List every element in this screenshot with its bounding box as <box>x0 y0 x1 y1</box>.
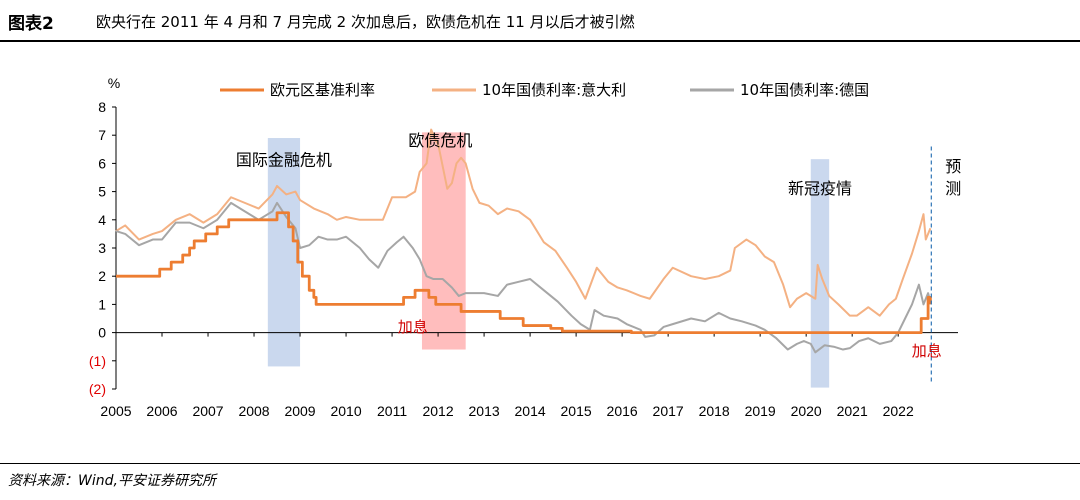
source-note: 资料来源：Wind,平安证券研究所 <box>8 473 216 489</box>
x-tick-label: 2010 <box>330 403 361 419</box>
x-tick-label: 2020 <box>791 403 822 419</box>
y-tick-label: 1 <box>98 296 106 312</box>
x-tick-label: 2008 <box>238 403 269 419</box>
y-tick-label: 0 <box>98 325 106 341</box>
x-tick-label: 2009 <box>284 403 315 419</box>
forecast-label: 测 <box>945 179 961 198</box>
legend: 欧元区基准利率 10年国债利率:意大利 10年国债利率:德国 <box>220 81 869 99</box>
annotation-4: 加息 <box>912 342 942 360</box>
x-tick-label: 2018 <box>699 403 730 419</box>
annotation-3: 加息 <box>398 318 428 336</box>
highlight-bands <box>267 132 830 388</box>
x-tick-label: 2019 <box>745 403 776 419</box>
x-tick-label: 2007 <box>192 403 223 419</box>
y-tick-label: 4 <box>98 212 106 228</box>
x-tick-label: 2022 <box>883 403 914 419</box>
x-tick-label: 2012 <box>422 403 453 419</box>
x-tick-label: 2014 <box>515 403 546 419</box>
y-axis: (2) (1) 0 1 2 3 4 5 6 7 8% <box>89 75 120 397</box>
y-tick-label: 8 <box>98 99 106 115</box>
x-tick-label: 2006 <box>146 403 177 419</box>
footer-rule <box>0 463 1080 464</box>
x-tick-label: 2011 <box>377 403 407 419</box>
legend-label-1: 10年国债利率:意大利 <box>482 81 626 99</box>
forecast-label: 预 <box>945 157 961 176</box>
y-tick-label: (2) <box>89 381 106 397</box>
legend-label-0: 欧元区基准利率 <box>270 81 375 99</box>
annotation-2: 新冠疫情 <box>788 179 852 198</box>
y-tick-label: 6 <box>98 155 106 171</box>
y-unit-label: % <box>108 75 120 91</box>
chart-header: 图表2 欧央行在 2011 年 4 月和 7 月完成 2 次加息后，欧债危机在 … <box>0 0 1080 40</box>
y-tick-label: 3 <box>98 240 106 256</box>
y-tick-label: (1) <box>89 353 106 369</box>
annotation-1: 欧债危机 <box>408 131 472 150</box>
line-chart: (2) (1) 0 1 2 3 4 5 6 7 8% 2005 2006 2007 2008 2009 201… <box>89 75 961 419</box>
x-tick-label: 2015 <box>561 403 592 419</box>
series-line-2 <box>115 201 932 354</box>
header-rule <box>0 40 1080 42</box>
band-1 <box>421 132 466 350</box>
series-line-1 <box>115 128 932 317</box>
annotation-0: 国际金融危机 <box>236 151 332 170</box>
x-tick-label: 2005 <box>100 403 131 419</box>
x-tick-label: 2016 <box>607 403 638 419</box>
figure-label: 图表2 <box>8 14 54 34</box>
y-tick-label: 7 <box>98 127 106 143</box>
legend-label-2: 10年国债利率:德国 <box>740 81 869 99</box>
figure-title: 欧央行在 2011 年 4 月和 7 月完成 2 次加息后，欧债危机在 11 月… <box>96 13 635 31</box>
series-lines <box>115 128 932 384</box>
y-tick-label: 5 <box>98 184 106 200</box>
x-tick-label: 2017 <box>653 403 684 419</box>
band-0 <box>267 138 301 367</box>
y-tick-label: 2 <box>98 268 106 284</box>
x-tick-label: 2013 <box>469 403 500 419</box>
series-line-0 <box>116 211 932 334</box>
x-tick-label: 2021 <box>837 403 868 419</box>
